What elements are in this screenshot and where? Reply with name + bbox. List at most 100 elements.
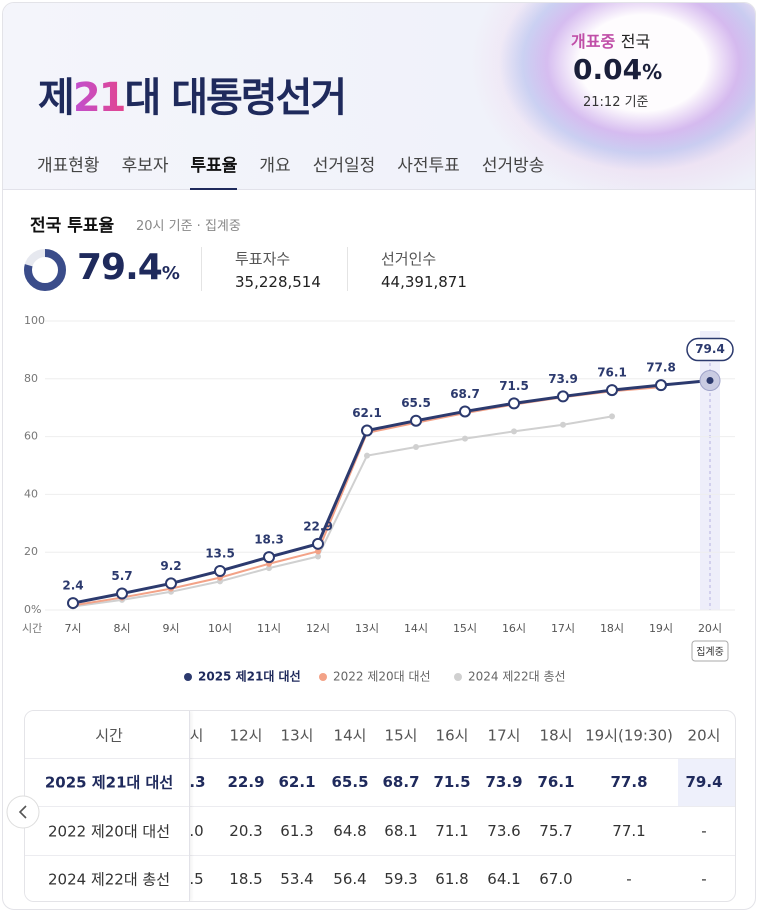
table-cell: -: [701, 822, 707, 840]
electorate-label: 선거인수: [381, 250, 437, 268]
table-cell: 14시: [333, 726, 367, 745]
highlight-band: [700, 331, 720, 610]
x-tick-label: 16시: [502, 622, 526, 635]
point: [557, 390, 569, 403]
table-cell: 20시: [687, 726, 721, 745]
row-divider: [25, 855, 735, 856]
x-tick-label: 18시: [600, 622, 624, 635]
tab[interactable]: 개표현황: [37, 156, 100, 176]
value-label: 13.5: [205, 546, 235, 560]
point: [67, 597, 79, 610]
legend-label: 2022 제20대 대선: [333, 670, 431, 684]
y-tick-label: 60: [24, 430, 38, 443]
value-label: 2.4: [62, 579, 83, 593]
point: [606, 384, 618, 397]
x-tick-label: 17시: [551, 622, 575, 635]
series-line: [72, 415, 613, 608]
table-cell: 22.9: [227, 773, 265, 791]
y-tick-label: 20: [24, 545, 38, 558]
status-tag: 집계중: [696, 646, 724, 658]
table-cell: 62.1: [278, 773, 316, 791]
tab[interactable]: 후보자: [121, 156, 169, 176]
table-cell: 67.0: [539, 870, 573, 888]
divider: [201, 247, 202, 291]
donut-arc: [24, 249, 66, 291]
table-cell: 68.1: [384, 822, 418, 840]
table-cell: 17시: [487, 726, 521, 745]
scroll-left-button[interactable]: [6, 795, 40, 829]
table-cell: 18시: [539, 726, 573, 745]
section-title: 전국 투표율: [30, 216, 115, 236]
table-cell: 18.5: [229, 870, 263, 888]
table-cell: -: [701, 870, 707, 888]
x-tick-label: 7시: [64, 622, 81, 635]
table-cell: -: [626, 870, 632, 888]
status-rate-box: 0.04%: [573, 53, 662, 86]
value-label: 77.8: [646, 361, 676, 375]
tab[interactable]: 투표율: [190, 151, 238, 190]
table-cell: 77.1: [612, 822, 646, 840]
table-cell: 19시(19:30): [585, 726, 673, 745]
point: [459, 405, 471, 418]
status-region: 전국: [620, 32, 651, 51]
status-time: 21:12 기준: [583, 95, 649, 110]
point: [410, 414, 422, 427]
row-divider: [25, 758, 735, 759]
tab[interactable]: 선거일정: [312, 156, 376, 176]
tab[interactable]: 개요: [259, 156, 291, 176]
divider: [347, 247, 348, 291]
x-axis-label: 시간: [22, 622, 42, 635]
value-label: 18.3: [254, 533, 284, 547]
point: [266, 565, 272, 572]
x-tick-label: 10시: [208, 622, 232, 635]
tab[interactable]: 사전투표: [397, 156, 460, 176]
x-tick-label: 19시: [649, 622, 673, 635]
value-label: 62.1: [352, 406, 382, 420]
point: [462, 435, 468, 442]
table-cell: 2025 제21대 대선: [44, 773, 174, 792]
legend-marker: [454, 673, 462, 681]
status-line: 개표중 전국: [571, 28, 650, 52]
value-label: 79.4: [695, 342, 725, 356]
table-cell: 20.3: [229, 822, 263, 840]
voters-label: 투표자수: [235, 250, 291, 268]
table-cell: 71.1: [435, 822, 469, 840]
point: [413, 444, 419, 451]
x-tick-label: 13시: [355, 622, 379, 635]
point: [655, 379, 667, 392]
point: [609, 413, 615, 420]
x-tick-label: 20시: [698, 622, 722, 635]
table-cell: 68.7: [382, 773, 420, 791]
value-label: 73.9: [548, 372, 578, 386]
point: [511, 428, 517, 435]
table-cell: 56.4: [333, 870, 367, 888]
row-divider: [25, 806, 189, 807]
row-divider: [25, 758, 189, 759]
x-tick-label: 8시: [113, 622, 130, 635]
table-cell: 61.8: [435, 870, 469, 888]
table-cell: 61.3: [280, 822, 314, 840]
title: 제21대 대통령선거: [38, 65, 347, 123]
tab-bar: 개표현황 후보자 투표율 개요 선거일정 사전투표 선거방송: [37, 151, 544, 190]
table-cell: 64.1: [487, 870, 521, 888]
table-cell: 77.8: [610, 773, 648, 791]
title-suffix: 대 대통령선거: [124, 75, 347, 121]
highlight-cell: [678, 759, 735, 806]
tab[interactable]: 선거방송: [481, 156, 545, 176]
voters: 35,228,514: [235, 273, 321, 291]
header: 제21대 대통령선거 개표중 전국 0.04% 21:12 기준 개표현황 후보자…: [3, 3, 755, 190]
point: [560, 421, 566, 428]
turnout-box: 79.4%: [77, 247, 180, 288]
legend-label: 2025 제21대 대선: [198, 669, 301, 684]
table-cell: 75.7: [539, 822, 573, 840]
series-line: [72, 379, 711, 605]
table: 11시12시13시14시15시16시17시18시19시(19:30)20시18.…: [24, 710, 736, 902]
table-cell: 76.1: [537, 773, 575, 791]
table-cell: 2022 제20대 대선: [48, 822, 170, 841]
table-cell: 53.4: [280, 870, 314, 888]
x-tick-label: 15시: [453, 622, 477, 635]
table-cell: 73.9: [485, 773, 523, 791]
status-label: 개표중: [571, 32, 616, 51]
value-label: 65.5: [401, 396, 431, 410]
